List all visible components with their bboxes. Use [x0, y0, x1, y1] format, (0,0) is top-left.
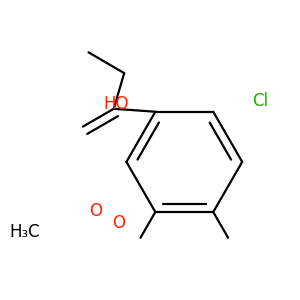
Text: O: O	[89, 202, 102, 220]
Text: O: O	[112, 214, 125, 232]
Text: H₃C: H₃C	[9, 223, 40, 241]
Text: HO: HO	[103, 95, 129, 113]
Text: Cl: Cl	[253, 92, 269, 110]
